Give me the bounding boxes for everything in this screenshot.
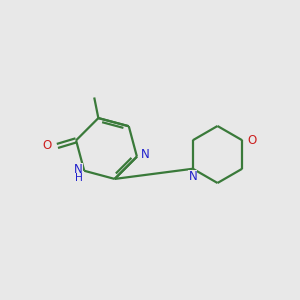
Text: H: H — [75, 173, 83, 183]
Text: O: O — [248, 134, 257, 147]
Text: N: N — [74, 163, 83, 176]
Text: N: N — [140, 148, 149, 161]
Text: O: O — [43, 140, 52, 152]
Text: N: N — [188, 170, 197, 183]
